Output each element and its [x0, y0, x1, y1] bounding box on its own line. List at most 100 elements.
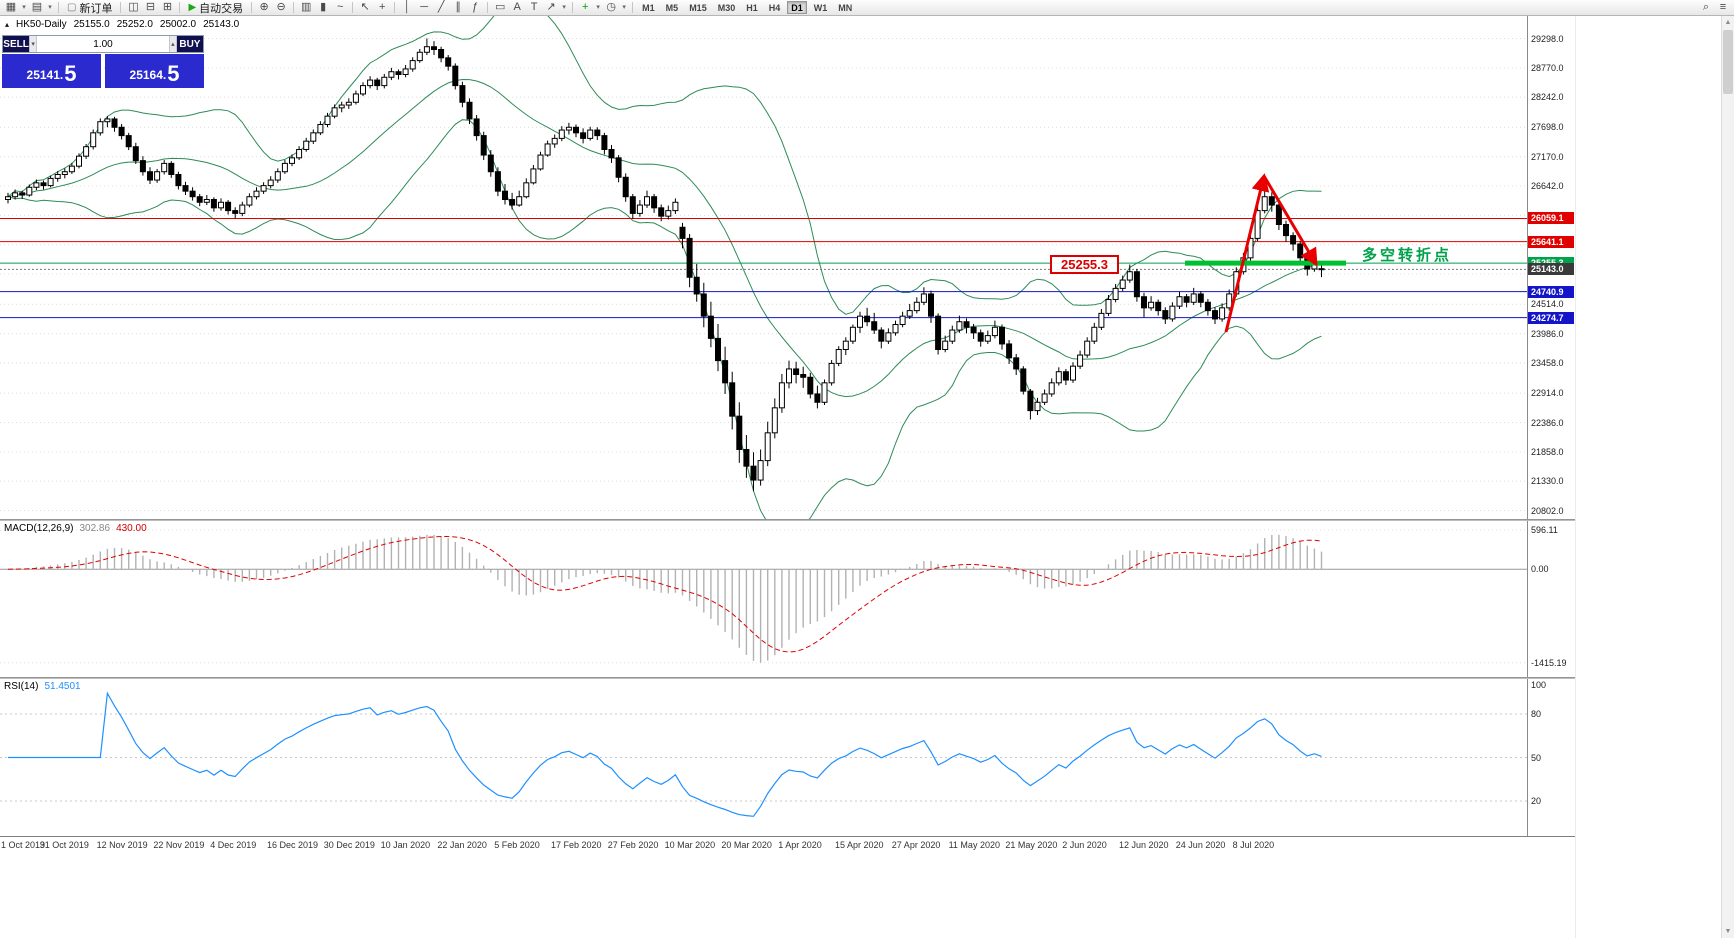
add-indicator-icon[interactable]: +: [581, 1, 589, 13]
lot-increase-button[interactable]: ▴: [169, 36, 177, 52]
timeframe-button-d1[interactable]: D1: [787, 1, 807, 14]
cascade-windows-icon[interactable]: ◫: [128, 1, 139, 13]
price-axis: 29298.0 28770.0 28242.0 27698.0 27170.0 26642…: [1527, 16, 1575, 519]
tile-horizontal-icon[interactable]: ⊟: [145, 1, 156, 13]
time-axis-label: 15 Apr 2020: [835, 840, 884, 850]
open-value: 25155.0: [73, 19, 110, 30]
price-badge: 26059.1: [1528, 212, 1574, 225]
time-axis-label: 22 Nov 2019: [153, 840, 205, 850]
timeframe-button-m5[interactable]: M5: [665, 3, 679, 13]
toolbar: ▦ ▾ ▤ ▾ ▢ 新订单 ◫ ⊟ ⊞ ▶ 自动交易 ⊕ ⊖ ▥ ▮ ~ ↖ + │ ─ ╱ ∥ ƒ ▭ A T ↗ ▾ + ▾ ◷ ▾ M1 M…: [0, 0, 1734, 16]
price-axis-label: 21330.0: [1531, 476, 1564, 487]
panel-splitter[interactable]: [0, 677, 1575, 679]
buy-price-button[interactable]: 25164. 5: [105, 54, 204, 88]
scrollbar-thumb[interactable]: [1723, 30, 1733, 94]
periods-icon[interactable]: ◷: [606, 1, 616, 13]
turning-point-annotation: 多空转折点: [1362, 247, 1453, 264]
lot-size-input[interactable]: [37, 36, 169, 52]
macd-main-value: 302.86: [79, 523, 111, 534]
scroll-up-icon[interactable]: ▲: [1724, 19, 1732, 26]
rsi-axis: 100 80 50 20: [1527, 679, 1575, 836]
price-note-annotation: 25255.3: [1050, 255, 1119, 274]
buy-price-small: 25164.: [129, 68, 167, 82]
profiles-icon[interactable]: ▤: [31, 1, 43, 13]
price-axis-label: 23986.0: [1531, 328, 1564, 339]
rsi-name: RSI(14): [4, 681, 39, 692]
sell-price-button[interactable]: 25141. 5: [2, 54, 101, 88]
search-icon[interactable]: ⌕: [1702, 1, 1710, 13]
toolbar-separator: [179, 2, 181, 13]
price-axis-label: 29298.0: [1531, 33, 1564, 44]
fibonacci-tool-icon[interactable]: ƒ: [472, 1, 479, 13]
sell-button[interactable]: SELL: [3, 36, 30, 52]
timeframe-button-m15[interactable]: M15: [689, 3, 707, 13]
price-badge: 25641.1: [1528, 235, 1574, 248]
toolbar-separator: [572, 2, 574, 13]
zoom-in-icon[interactable]: ⊕: [259, 1, 269, 13]
periods-dropdown[interactable]: ▾: [622, 4, 626, 11]
timeframe-button-mn[interactable]: MN: [838, 3, 853, 13]
horizontal-line-tool-icon[interactable]: ─: [420, 1, 429, 13]
text-tool-icon[interactable]: A: [513, 1, 521, 13]
crosshair-tool-icon[interactable]: +: [378, 1, 386, 13]
shapes-tool-icon[interactable]: ▭: [494, 1, 506, 13]
autotrading-button[interactable]: ▶ 自动交易: [184, 1, 247, 15]
rsi-axis-label: 50: [1531, 752, 1542, 763]
rsi-canvas[interactable]: [0, 679, 1527, 836]
autotrading-button-icon: ▶: [188, 2, 197, 13]
price-axis-label: 28242.0: [1531, 92, 1564, 103]
menu-icon[interactable]: ≡: [1719, 1, 1727, 13]
toolbar-separator: [632, 2, 634, 13]
timeframe-button-w1[interactable]: W1: [813, 3, 828, 13]
lot-decrease-button[interactable]: ▾: [29, 36, 37, 52]
line-chart-type-icon[interactable]: ~: [336, 1, 344, 13]
toolbar-separator: [58, 2, 59, 13]
arrows-tool-dropdown[interactable]: ▾: [562, 4, 566, 11]
candlestick-chart-type-icon[interactable]: ▮: [320, 1, 327, 13]
new-chart-dropdown[interactable]: ▾: [22, 4, 26, 11]
oct-toggle-icon[interactable]: ▴: [5, 20, 10, 29]
scroll-down-icon[interactable]: ▼: [1724, 928, 1732, 935]
time-axis-label: 4 Dec 2019: [210, 840, 257, 850]
zoom-out-icon[interactable]: ⊖: [276, 1, 286, 13]
bar-chart-type-icon[interactable]: ▥: [300, 1, 312, 13]
time-axis-label: 1 Apr 2020: [778, 840, 822, 850]
main-chart-panel: 29298.0 28770.0 28242.0 27698.0 27170.0 26642…: [0, 16, 1575, 519]
text-label-tool-icon[interactable]: T: [530, 1, 538, 13]
time-axis-label: 12 Jun 2020: [1119, 840, 1169, 850]
time-axis-label: 8 Jul 2020: [1232, 840, 1275, 850]
time-axis: 1 Oct 2019 31 Oct 2019 12 Nov 2019 22 Nov 2…: [0, 836, 1575, 853]
time-axis-label: 12 Nov 2019: [96, 840, 148, 850]
macd-axis-label: 596.11: [1531, 524, 1558, 535]
toolbar-separator: [293, 2, 295, 13]
panel-splitter[interactable]: [0, 519, 1575, 521]
new-order-button[interactable]: ▢ 新订单: [63, 1, 116, 15]
high-value: 25252.0: [116, 19, 153, 30]
buy-button[interactable]: BUY: [176, 36, 203, 52]
timeframe-button-m1[interactable]: M1: [642, 3, 655, 13]
price-axis-label: 27170.0: [1531, 151, 1564, 162]
new-chart-icon[interactable]: ▦: [5, 1, 17, 13]
price-axis-label: 20802.0: [1531, 505, 1564, 516]
profiles-dropdown[interactable]: ▾: [48, 4, 52, 11]
indicator-dropdown[interactable]: ▾: [596, 4, 600, 11]
timeframe-button-h1[interactable]: H1: [746, 3, 758, 13]
price-axis-label: 26642.0: [1531, 181, 1564, 192]
macd-canvas[interactable]: [0, 521, 1527, 677]
symbol-period-label: HK50-Daily: [16, 19, 67, 30]
channel-tool-icon[interactable]: ∥: [455, 1, 461, 13]
tile-vertical-icon[interactable]: ⊞: [162, 1, 173, 13]
one-click-trading-widget: SELL ▾ ▴ BUY 25141.5 25164.5: [2, 35, 204, 88]
vertical-scrollbar[interactable]: ▲ ▼: [1721, 16, 1734, 938]
timeframe-button-h4[interactable]: H4: [768, 3, 781, 13]
new-order-button-icon: ▢: [67, 2, 77, 13]
main-chart-canvas[interactable]: [0, 16, 1527, 519]
cursor-tool-icon[interactable]: ↖: [360, 1, 370, 13]
toolbar-separator: [487, 2, 489, 13]
timeframe-button-m30[interactable]: M30: [717, 3, 736, 13]
trendline-tool-icon[interactable]: ╱: [437, 1, 445, 13]
vertical-line-tool-icon[interactable]: │: [403, 1, 411, 13]
macd-axis: 596.11 0.00 -1415.19: [1527, 521, 1575, 677]
macd-axis-label: -1415.19: [1531, 657, 1567, 668]
arrows-tool-icon[interactable]: ↗: [546, 1, 556, 13]
